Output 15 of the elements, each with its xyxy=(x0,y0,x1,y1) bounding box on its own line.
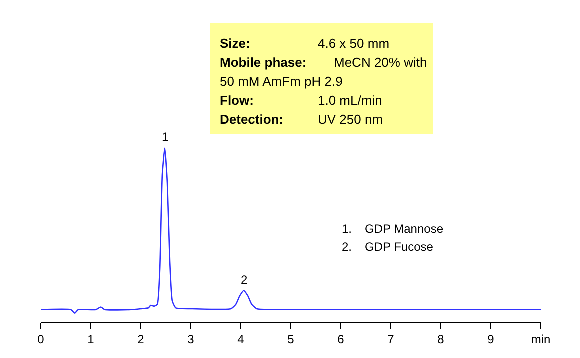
text: Size: 4.6 x 50 mm Mobile phase: MeCN 20% with 50 mM AmFm pH 2.9 Flow: 1.0 mL/min Detection: UV 250 nm xyxy=(220,36,428,127)
annotation: 1 xyxy=(162,130,169,144)
x-tick-label: 8 xyxy=(438,332,445,346)
x-tick-label: min xyxy=(531,332,551,346)
x-tick-label: 7 xyxy=(388,332,395,346)
annotation: 2 xyxy=(241,273,248,287)
x-tick-label: 1 xyxy=(88,332,95,346)
x-tick-label: 5 xyxy=(288,332,295,346)
annotation: 1. GDP Mannose 2. GDP Fucose xyxy=(342,222,444,254)
x-tick-label: 2 xyxy=(138,332,145,346)
x-tick-label: 9 xyxy=(488,332,495,346)
x-tick-label: 3 xyxy=(188,332,195,346)
x-tick-label: 4 xyxy=(238,332,245,346)
x-tick-label: 6 xyxy=(338,332,345,346)
x-tick-label: 0 xyxy=(38,332,45,346)
